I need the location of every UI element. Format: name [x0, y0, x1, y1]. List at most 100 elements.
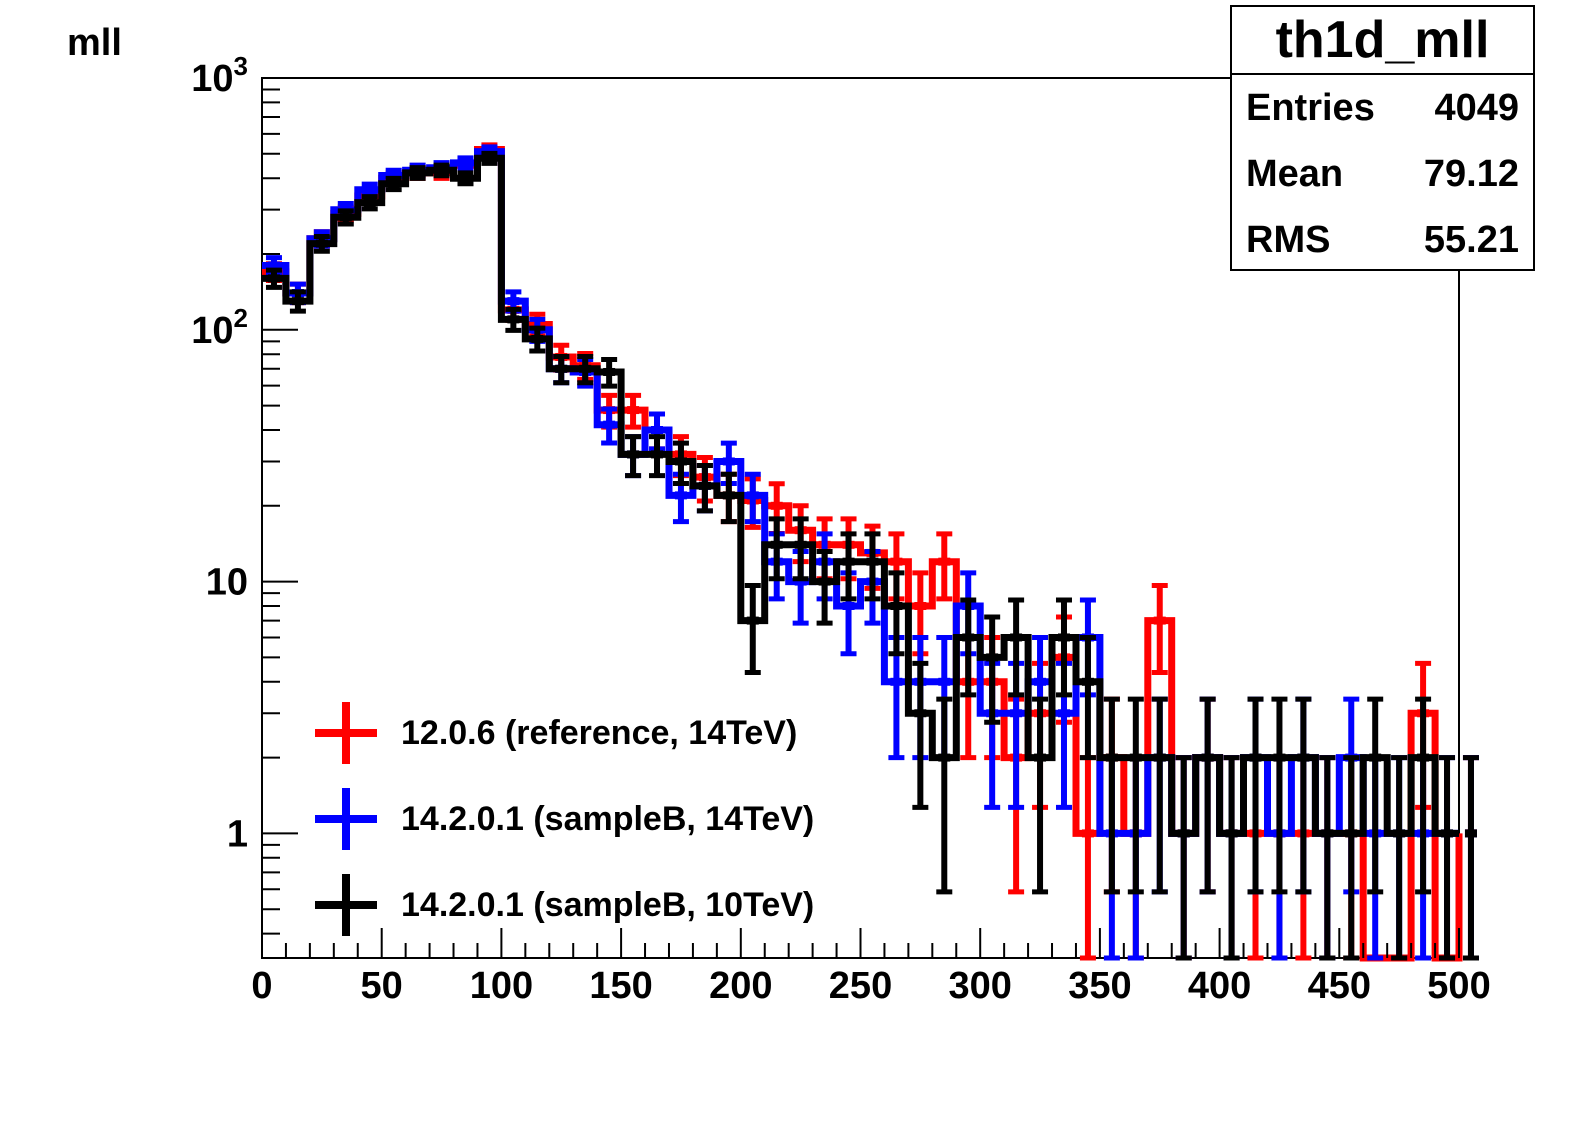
- legend-marker-bar: [342, 702, 350, 764]
- data-point: [315, 239, 328, 248]
- y-axis-label: mll: [67, 22, 122, 64]
- x-tick-label: 100: [470, 965, 533, 1007]
- data-point: [1153, 616, 1166, 625]
- data-point: [938, 557, 951, 566]
- data-point: [890, 557, 903, 566]
- y-tick-label: 103: [191, 51, 248, 100]
- data-point: [387, 179, 400, 188]
- x-tick-label: 250: [829, 965, 892, 1007]
- stats-row-rms: RMS 55.21: [1232, 207, 1533, 273]
- data-point: [651, 426, 664, 434]
- data-point: [722, 491, 735, 500]
- legend-label: 14.2.0.1 (sampleB, 10TeV): [401, 885, 815, 924]
- data-point: [267, 261, 280, 270]
- data-point: [794, 540, 807, 549]
- stats-row-mean: Mean 79.12: [1232, 141, 1533, 207]
- legend-entry: 14.2.0.1 (sampleB, 10TeV): [315, 862, 814, 948]
- legend-marker-bar: [342, 788, 350, 850]
- data-point: [411, 168, 424, 177]
- data-point: [674, 491, 687, 500]
- data-point: [818, 577, 831, 586]
- data-point: [986, 653, 999, 662]
- data-point: [1034, 753, 1047, 762]
- legend-marker-bar: [342, 874, 350, 936]
- data-point: [1441, 829, 1454, 838]
- x-tick-label: 400: [1188, 965, 1251, 1007]
- legend-label: 12.0.6 (reference, 14TeV): [401, 713, 798, 752]
- data-point: [674, 457, 687, 466]
- data-point: [1393, 829, 1406, 838]
- data-point: [1081, 677, 1094, 686]
- series-layer: [262, 142, 1479, 962]
- y-tick-exponent: 3: [234, 51, 248, 81]
- y-tick-exponent: 2: [234, 303, 248, 333]
- data-point: [866, 557, 879, 566]
- data-point: [1129, 753, 1142, 762]
- stats-label: RMS: [1246, 218, 1331, 261]
- data-point: [627, 450, 640, 459]
- legend-marker: [315, 788, 377, 850]
- data-point: [794, 577, 807, 586]
- x-tick-label: 150: [589, 965, 652, 1007]
- data-point: [1201, 753, 1214, 762]
- data-point: [459, 174, 472, 183]
- x-tick-label: 500: [1427, 965, 1490, 1007]
- data-point: [1010, 709, 1023, 718]
- data-point: [890, 602, 903, 610]
- stats-value: 4049: [1434, 86, 1519, 129]
- data-point: [459, 158, 472, 167]
- data-point: [770, 501, 783, 510]
- series-2: [262, 150, 1479, 961]
- data-point: [914, 709, 927, 718]
- x-tick-label: 0: [251, 965, 272, 1007]
- x-tick-label: 450: [1308, 965, 1371, 1007]
- x-tick-label: 300: [948, 965, 1011, 1007]
- y-tick-base: 1: [227, 813, 248, 855]
- data-point: [842, 557, 855, 566]
- data-point: [1177, 829, 1190, 838]
- y-tick-label: 1: [227, 813, 248, 855]
- data-point: [1369, 753, 1382, 762]
- data-point: [555, 364, 568, 373]
- data-point: [938, 677, 951, 686]
- data-point: [483, 154, 496, 163]
- legend-label: 14.2.0.1 (sampleB, 14TeV): [401, 799, 815, 838]
- data-point: [1464, 829, 1477, 838]
- data-point: [1249, 753, 1262, 762]
- data-point: [1417, 753, 1430, 762]
- data-point: [962, 633, 975, 642]
- data-point: [722, 457, 735, 466]
- data-point: [291, 297, 304, 306]
- data-point: [339, 213, 352, 222]
- stats-value: 79.12: [1423, 152, 1519, 195]
- data-point: [938, 753, 951, 762]
- data-point: [1105, 753, 1118, 762]
- data-point: [435, 166, 448, 175]
- data-point: [1297, 753, 1310, 762]
- data-point: [363, 185, 376, 194]
- data-point: [363, 198, 376, 207]
- data-point: [1225, 829, 1238, 838]
- stats-label: Mean: [1246, 152, 1344, 195]
- legend-marker: [315, 874, 377, 936]
- data-point: [746, 616, 759, 625]
- data-point: [1057, 633, 1070, 642]
- data-point: [1010, 633, 1023, 642]
- data-point: [1034, 677, 1047, 686]
- stats-box: th1d_mll Entries 4049 Mean 79.12 RMS 55.…: [1230, 5, 1535, 271]
- stats-title: th1d_mll: [1232, 7, 1533, 75]
- data-point: [698, 481, 711, 490]
- data-point: [603, 420, 616, 429]
- data-point: [507, 297, 520, 306]
- legend: 12.0.6 (reference, 14TeV) 14.2.0.1 (samp…: [315, 690, 814, 948]
- data-point: [842, 602, 855, 610]
- stats-row-entries: Entries 4049: [1232, 75, 1533, 141]
- data-point: [531, 334, 544, 343]
- data-point: [770, 540, 783, 549]
- data-point: [1345, 829, 1358, 838]
- data-point: [579, 364, 592, 373]
- stats-label: Entries: [1246, 86, 1375, 129]
- y-tick-base: 10: [191, 310, 233, 352]
- y-tick-base: 10: [206, 562, 248, 604]
